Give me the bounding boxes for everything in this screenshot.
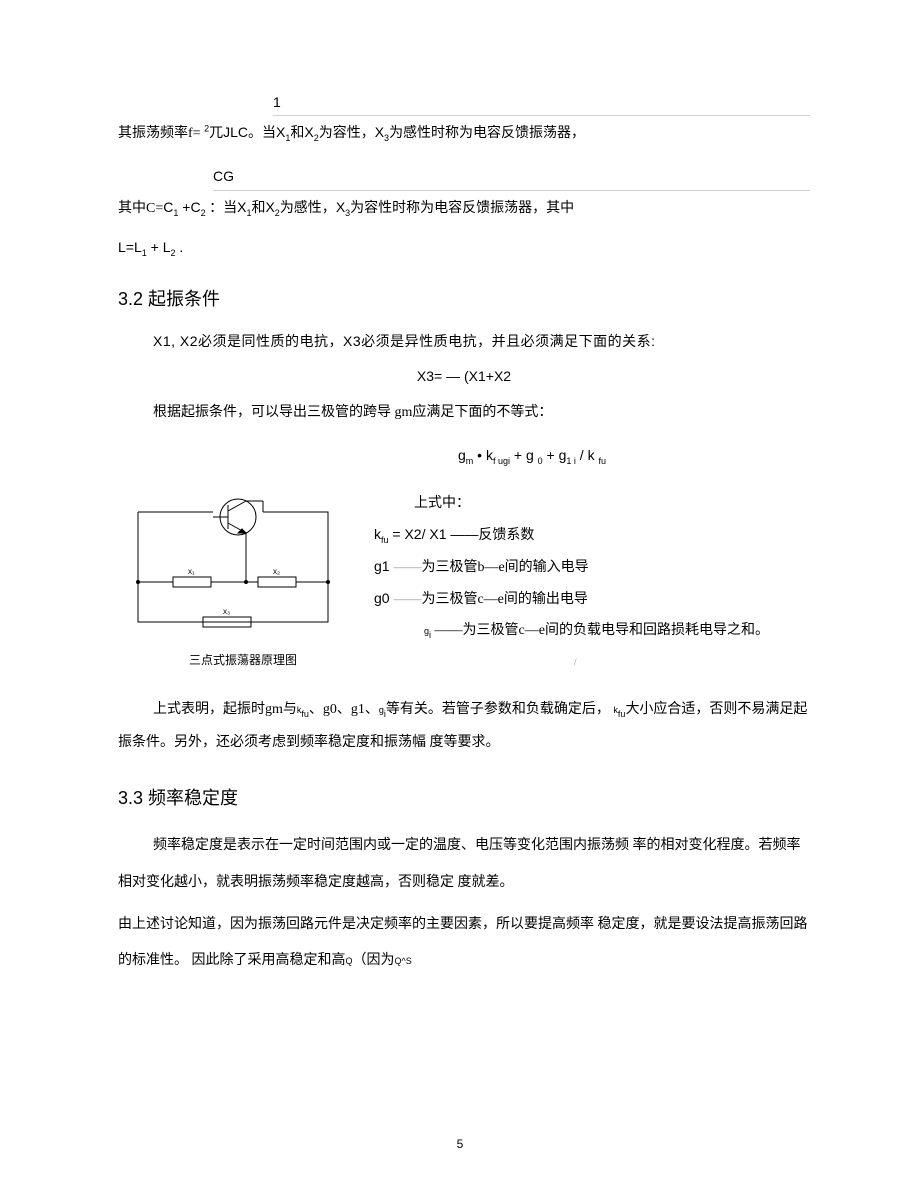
txt: 频率稳定度是表示在一定时间范围内或一定的温度、电压等变化范围内振荡频 率的相对变… [118,838,801,889]
txt: 和 [251,201,265,216]
p-33-1: 频率稳定度是表示在一定时间范围内或一定的温度、电压等变化范围内振荡频 率的相对变… [118,828,810,901]
eq-x3: X3= — (X1+X2 [118,364,810,389]
g0: + g [510,447,538,463]
dot-k: • k [473,447,493,463]
freq-line: 其振荡频率f= 2兀JLC。当X1和X2为容性，X3为感性时称为电容反馈振荡器， [118,120,810,146]
fu2: fu [598,455,606,465]
heading-3-2: 3.2 起振条件 [118,283,810,315]
def-g0: g0 ——为三极管c—e间的输出电导 [374,586,810,612]
plus: + L [147,239,171,255]
txt: 、g0、g1、 [309,702,379,717]
dash: —— [393,592,421,607]
x1: X [276,124,285,140]
figure-caption: 三点式振蕩器原理图 [118,650,368,672]
l-line: L=L1 + L2 . [118,235,810,261]
txt: 由上述讨论知道，因为振荡回路元件是决定频率的主要因素，所以要提高频率 稳定度，就… [118,917,808,968]
page: 1 其振荡频率f= 2兀JLC。当X1和X2为容性，X3为感性时称为电容反馈振荡… [0,0,920,1192]
k: k [374,526,381,542]
dash: —— [431,623,463,638]
txt: 为容性， [319,126,375,141]
svg-text:x₃: x₃ [223,607,230,616]
txt: 为感性， [280,201,336,216]
numeral-1: 1 [273,90,810,116]
txt: 兀JLC。当 [209,124,276,140]
stray-mark: / [574,654,577,670]
fu: fu [381,535,389,545]
x3b: X [336,199,345,215]
svg-text:x₂: x₂ [273,567,280,576]
rest: 为三极管c—e间的输出电导 [421,592,587,607]
svg-text:x₁: x₁ [188,567,195,576]
Q: Q [346,956,353,966]
p-x1x2: X1, X2必须是同性质的电抗，X3必须是异性质电抗，并且必须满足下面的关系: [118,329,810,354]
cg-underline: CG [213,164,810,190]
g1: + g [543,447,567,463]
txt: 等有关。若管子参数和负载确定后， [386,702,614,717]
L: L=L [118,239,142,255]
txt: 上式表明，起振时gm与 [153,702,297,717]
x2: X [304,124,313,140]
g0: g0 [374,590,393,606]
p-summary: 上式表明，起振时gm与kfu、g0、g1、gi等有关。若管子参数和负载确定后， … [118,693,810,760]
x3: X [375,124,384,140]
txt: 为容性时称为电容反馈振荡器，其中 [350,201,574,216]
c2: C [190,199,200,215]
g: g [458,447,466,463]
txt: ：当 [206,201,238,216]
above-label: 上式中： [414,491,810,516]
txt: 其振荡频率f= [118,126,204,141]
dash: —— [393,560,421,575]
g1: g1 [374,558,393,574]
def-g1: g1 ——为三极管b—e间的输入电导 [374,554,810,580]
c-line: 其中C=C1 +C2 ：当X1和X2为感性，X3为容性时称为电容反馈振荡器，其中 [118,195,810,221]
page-number: 5 [0,1134,920,1156]
QS: Q^S [395,956,412,966]
z1: 1 i [566,455,576,465]
def-kfu: kfu = X2/ X1 ——反馈系数 [374,522,810,548]
txt: （因为 [353,953,395,968]
fugi: f ugi [493,455,510,465]
dot: . [176,239,184,255]
p-gm: 根据起振条件，可以导出三极管的跨导 gm应满足下面的不等式： [118,400,810,425]
cg: CG [213,168,234,184]
plus: + [178,199,190,215]
circuit-svg: x₁ x₂ x₃ [118,487,348,637]
figure-row: x₁ x₂ x₃ 三点式振蕩器原理图 上式中： kfu = X2/ X1 ——反… [118,487,810,675]
rest: 为三极管c—e间的负载电导和回路损耗电导之和。 [463,623,769,638]
txt: 和 [290,126,304,141]
rest: = X2/ X1 ——反馈系数 [389,526,535,542]
rest: 为三极管b—e间的输入电导 [421,560,588,575]
ks: fu [301,708,309,718]
heading-3-3: 3.3 频率稳定度 [118,782,810,814]
txt: 为感性时称为电容反馈振荡器， [389,126,585,141]
p-33-2: 由上述讨论知道，因为振荡回路元件是决定频率的主要因素，所以要提高频率 稳定度，就… [118,907,810,980]
circuit-diagram: x₁ x₂ x₃ 三点式振蕩器原理图 [118,487,368,672]
def-gi: gi ——为三极管c—e间的负载电导和回路损耗电导之和。 [424,618,810,643]
definitions: 上式中： kfu = X2/ X1 ——反馈系数 g1 ——为三极管b—e间的输… [368,487,810,675]
c1: C [163,199,173,215]
slash: / k [576,447,599,463]
txt: 其中C= [118,201,163,216]
eq-gm: gm • kf ugi + g 0 + g1 i / k fu [458,443,810,469]
x2b: X [265,199,274,215]
